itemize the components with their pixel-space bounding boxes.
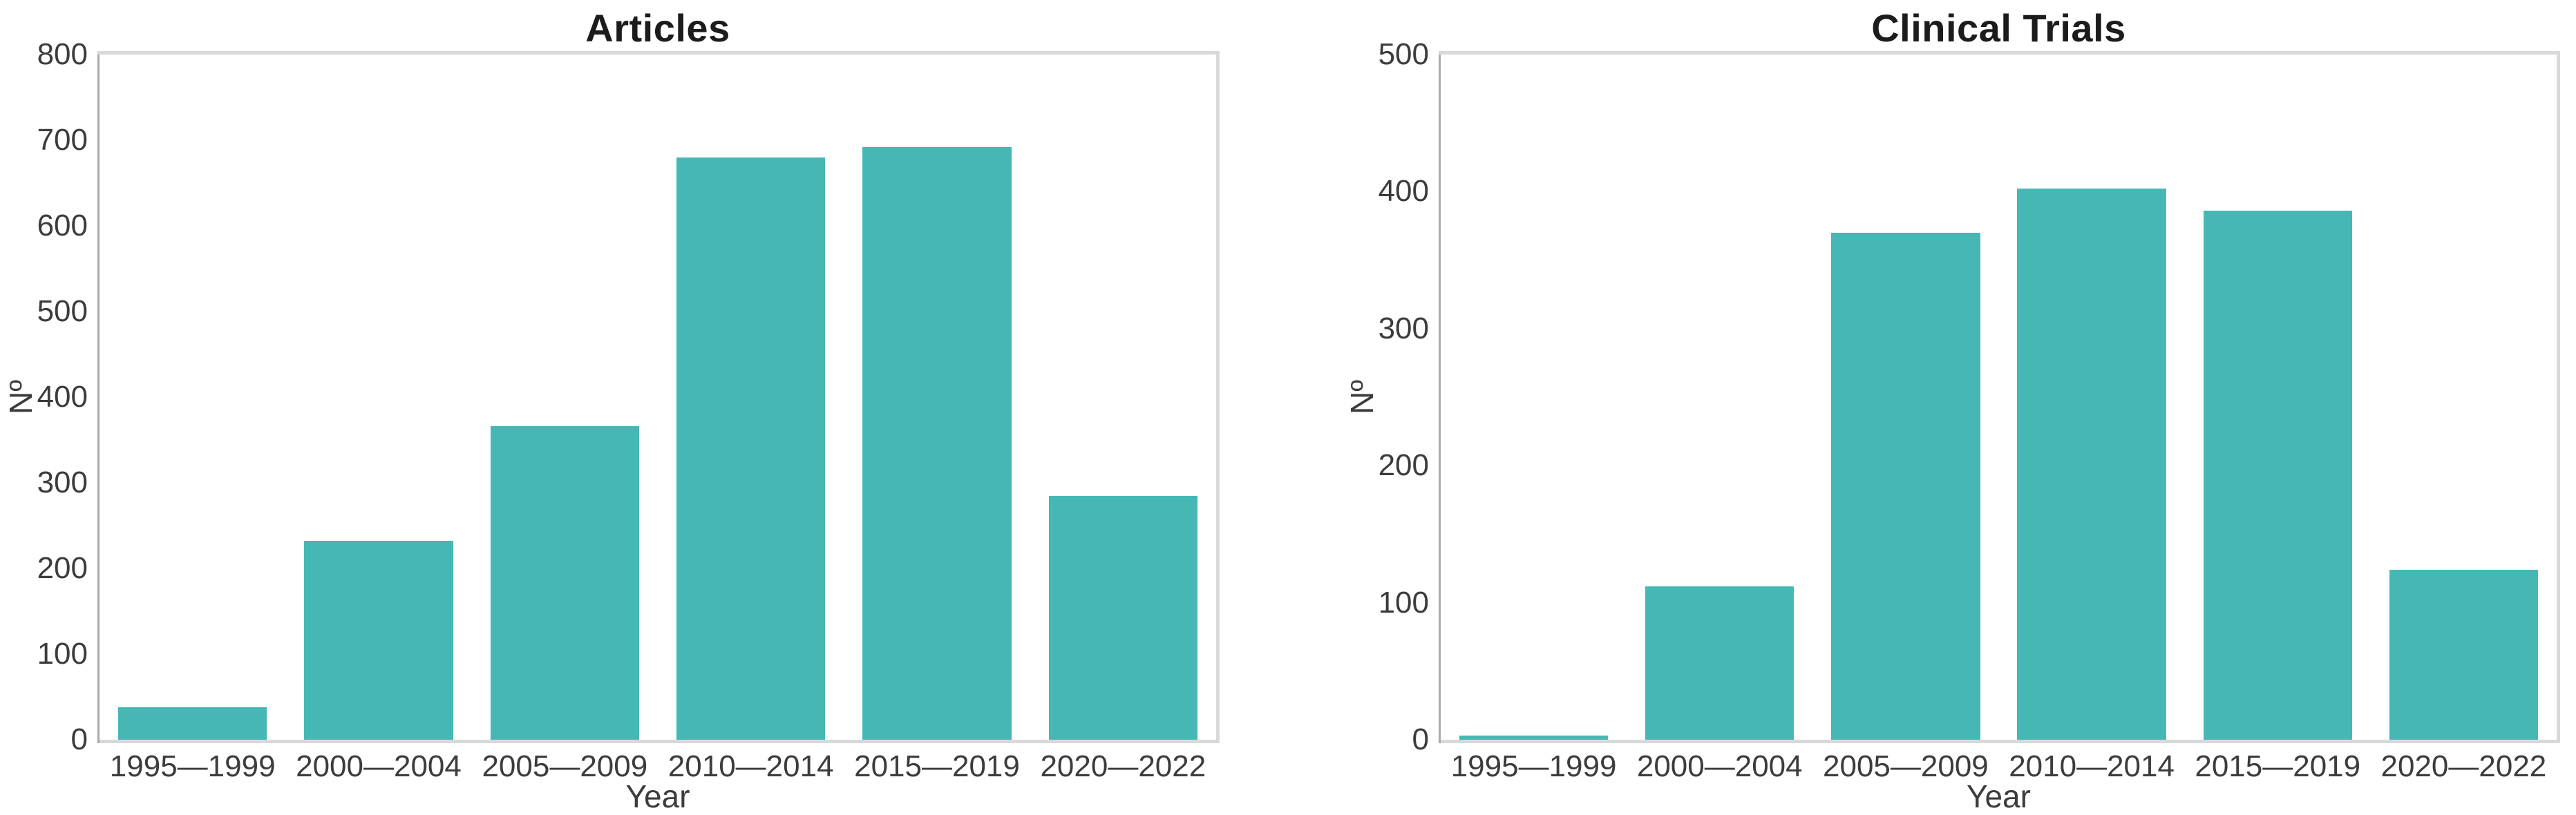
- bar-2000-2004: [1645, 586, 1794, 740]
- x-axis-title: Year: [625, 778, 690, 814]
- y-axis-tick-label: 300: [1378, 311, 1429, 345]
- chart-title: Articles: [585, 6, 730, 50]
- clinical-trials-bar-chart: Clinical Trials Nº Year 0 100 200 300 400 500…: [1288, 0, 2576, 815]
- y-axis-line: [1439, 55, 1441, 743]
- x-axis-title: Year: [1967, 778, 2031, 814]
- articles-bar-chart: Articles Nº Year 0 100 200 300 400 500 600 700 8…: [3, 6, 1220, 814]
- x-axis-tick-label: 1995—1999: [109, 749, 276, 783]
- bar-1995-1999: [117, 707, 267, 740]
- chart-title: Clinical Trials: [1871, 6, 2126, 50]
- y-axis-tick-label: 400: [1378, 174, 1429, 209]
- bar-1995-1999: [1459, 736, 1609, 740]
- y-axis-tick-label: 600: [37, 209, 88, 242]
- y-axis-tick-label: 200: [1378, 448, 1429, 483]
- bar-2015-2019: [862, 146, 1012, 740]
- y-axis-tick-label: 200: [37, 551, 88, 585]
- y-axis-tick-label: 800: [37, 37, 88, 71]
- bar-2020-2022: [2389, 569, 2539, 740]
- y-axis-tick-label: 100: [37, 637, 88, 671]
- x-axis-tick-label: 2000—2004: [1636, 749, 1803, 783]
- plot-border-right: [2557, 51, 2560, 743]
- y-axis-title: Nº: [1344, 379, 1380, 415]
- y-axis-tick-label: 100: [1378, 585, 1429, 620]
- x-axis-tick-label: 2020—2022: [2380, 749, 2547, 783]
- y-axis-tick-label: 400: [37, 380, 88, 414]
- x-axis-tick-label: 1995—1999: [1450, 749, 1617, 783]
- bar-2010-2014: [676, 157, 826, 740]
- x-axis-tick-label: 2010—2014: [667, 749, 834, 783]
- bar-2020-2022: [1048, 495, 1198, 740]
- y-axis-tick-label: 500: [37, 294, 88, 328]
- x-axis-tick-label: 2000—2004: [296, 749, 462, 783]
- bar-2010-2014: [2017, 189, 2166, 740]
- x-axis-tick-label: 2010—2014: [2009, 749, 2175, 783]
- x-axis-line: [1439, 740, 2560, 743]
- y-axis-line: [97, 55, 100, 743]
- x-axis-tick-label: 2020—2022: [1040, 749, 1206, 783]
- bar-2005-2009: [1831, 232, 1980, 740]
- plot-border-top: [1439, 51, 2560, 55]
- x-axis-tick-label: 2015—2019: [2195, 749, 2361, 783]
- y-axis-tick-label: 500: [1378, 37, 1429, 71]
- y-axis-tick-label: 700: [37, 123, 88, 157]
- plot-border-right: [1216, 51, 1220, 743]
- x-axis-tick-label: 2005—2009: [482, 749, 648, 783]
- y-axis-tick-label: 300: [37, 466, 88, 499]
- y-axis-tick-label: 0: [1412, 722, 1429, 756]
- bar-2005-2009: [490, 426, 640, 740]
- x-axis-tick-label: 2005—2009: [1823, 749, 1989, 783]
- x-axis-line: [97, 740, 1220, 743]
- bar-2015-2019: [2203, 211, 2352, 740]
- y-axis-tick-label: 0: [70, 722, 88, 756]
- bar-2000-2004: [304, 541, 453, 740]
- x-axis-tick-label: 2015—2019: [854, 749, 1020, 783]
- plot-border-top: [97, 51, 1220, 55]
